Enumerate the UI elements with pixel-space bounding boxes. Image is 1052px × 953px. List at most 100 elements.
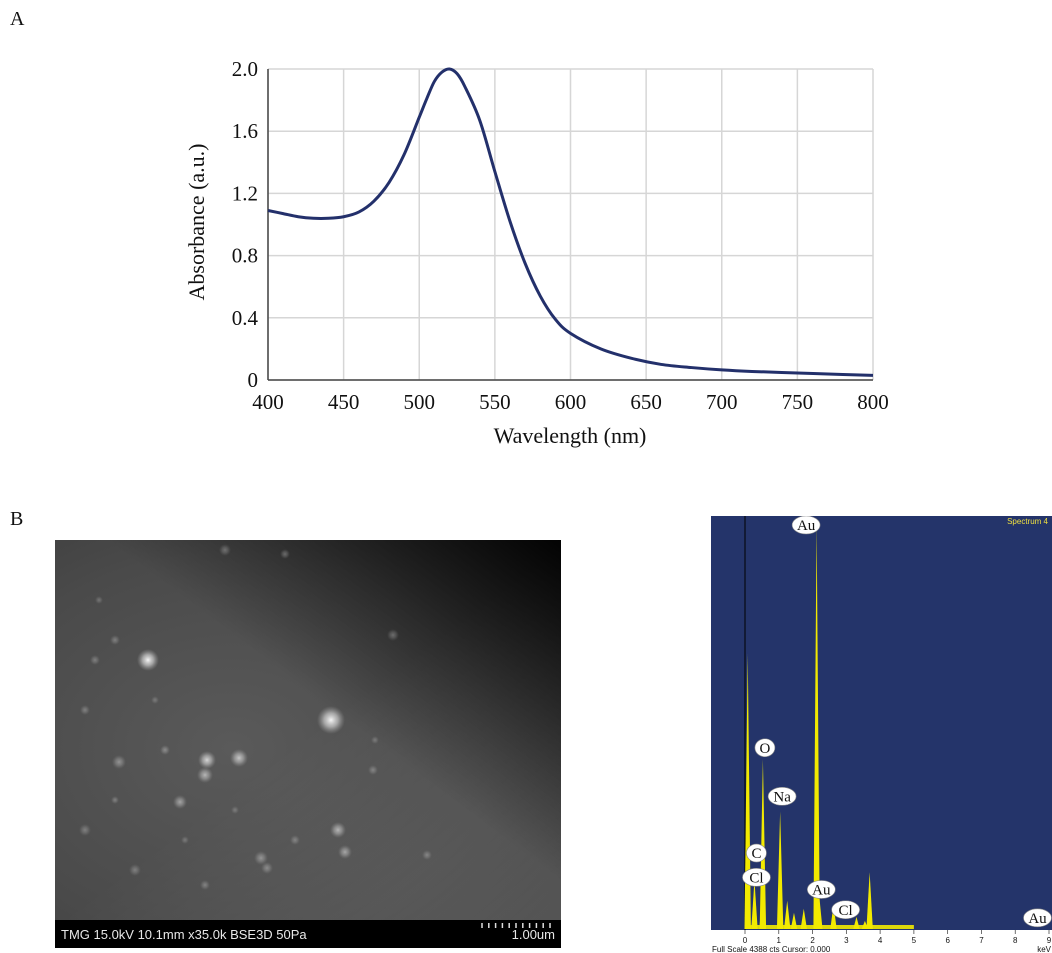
y-tick-label: 2.0 — [232, 57, 258, 81]
nanoparticle-spot — [371, 736, 379, 744]
eds-label-bubble — [742, 868, 771, 887]
absorbance-series-line — [267, 67, 874, 377]
nanoparticle-spot — [80, 705, 90, 715]
eds-footer: Full Scale 4388 cts Cursor: 0.000 — [712, 945, 831, 953]
sem-scale-ruler — [481, 923, 551, 928]
nanoparticle-spot — [280, 549, 290, 559]
eds-tick-label: 5 — [912, 936, 917, 945]
eds-tick-label: 0 — [743, 936, 748, 945]
sem-acquisition-info: TMG 15.0kV 10.1mm x35.0k BSE3D 50Pa — [61, 927, 307, 942]
eds-peak — [776, 811, 784, 929]
nanoparticle-spot — [198, 751, 216, 769]
eds-peaks — [744, 524, 914, 929]
eds-element-label: Na — [773, 789, 791, 805]
eds-tick-label: 8 — [1013, 936, 1018, 945]
eds-element-label: Au — [812, 883, 831, 899]
nanoparticle-spot — [290, 835, 300, 845]
x-tick-label: 650 — [630, 390, 662, 414]
sem-scale-label: 1.00um — [511, 927, 555, 942]
eds-axis-strip — [711, 930, 1052, 953]
nanoparticle-spot — [79, 824, 91, 836]
nanoparticle-spot — [219, 544, 231, 556]
x-tick-label: 750 — [782, 390, 814, 414]
y-tick-label: 1.2 — [232, 181, 258, 205]
eds-peak — [784, 900, 791, 929]
nanoparticle-spot — [231, 806, 239, 814]
nanoparticle-spot — [387, 629, 399, 641]
eds-element-label: Au — [1028, 911, 1047, 927]
eds-peak — [790, 912, 798, 929]
eds-peak — [800, 908, 807, 929]
eds-label-bubble — [1023, 908, 1052, 928]
eds-tick-label: 3 — [844, 936, 849, 945]
sem-image — [55, 540, 561, 920]
eds-element-label: Cl — [839, 903, 853, 919]
eds-label-bubble — [791, 516, 821, 535]
nanoparticle-spot — [160, 745, 170, 755]
eds-label-bubble — [767, 787, 797, 806]
nanoparticle-spots — [79, 544, 432, 890]
x-tick-label: 600 — [555, 390, 587, 414]
nanoparticle-spot — [197, 767, 213, 783]
eds-element-label: O — [759, 741, 770, 757]
nanoparticle-spot — [368, 765, 378, 775]
eds-peak — [866, 872, 873, 929]
eds-peak — [830, 904, 837, 929]
x-tick-label: 450 — [328, 390, 360, 414]
eds-baseline — [746, 925, 914, 929]
nanoparticle-spot — [230, 749, 248, 767]
panel-label-b: B — [10, 508, 24, 530]
eds-label-bubble — [807, 880, 836, 899]
y-axis-label: Absorbance (a.u.) — [184, 144, 209, 301]
nanoparticle-spot — [261, 862, 273, 874]
eds-element-label: Au — [797, 518, 816, 534]
absorbance-chart: 400 450 500 550 600 650 700 750 800 0 0.4 0.8 1.2 1.… — [184, 57, 889, 448]
x-tick-label: 800 — [857, 390, 889, 414]
x-tick-label: 400 — [252, 390, 284, 414]
nanoparticle-spot — [110, 635, 120, 645]
nanoparticle-spot — [151, 696, 159, 704]
eds-element-labels: Au O Na C Cl Au Cl Au — [742, 516, 1052, 928]
x-tick-label: 700 — [706, 390, 738, 414]
nanoparticle-spot — [181, 836, 189, 844]
nanoparticle-spot — [422, 850, 432, 860]
nanoparticle-spot — [129, 864, 141, 876]
eds-label-bubble — [831, 900, 860, 920]
eds-tick-label: 1 — [777, 936, 782, 945]
nanoparticle-spot — [173, 795, 187, 809]
eds-x-unit: keV — [1037, 945, 1051, 953]
eds-label-bubble — [746, 843, 767, 863]
eds-tick-label: 9 — [1047, 936, 1052, 945]
y-tick-label: 0.8 — [232, 244, 258, 268]
eds-peak — [816, 896, 823, 929]
eds-tick-label: 7 — [979, 936, 984, 945]
sem-micrograph: TMG 15.0kV 10.1mm x35.0k BSE3D 50Pa 1.00… — [55, 540, 561, 948]
nanoparticle-spot — [254, 851, 268, 865]
eds-plot-background — [711, 516, 1052, 930]
eds-peak — [813, 524, 820, 929]
eds-tick-label: 4 — [878, 936, 883, 945]
nanoparticle-spot — [95, 596, 103, 604]
x-axis-label: Wavelength (nm) — [494, 423, 647, 448]
eds-element-label: C — [751, 846, 761, 862]
plot-frame — [267, 69, 873, 381]
nanoparticle-spot — [90, 655, 100, 665]
eds-peak — [751, 880, 758, 929]
nanoparticle-spot — [338, 845, 352, 859]
panel-label-a: A — [10, 8, 25, 30]
nanoparticle-spot — [200, 880, 210, 890]
y-tick-label: 0.4 — [232, 306, 259, 330]
eds-tick-label: 2 — [810, 936, 815, 945]
nanoparticle-spot — [317, 706, 345, 734]
x-tick-label: 550 — [479, 390, 511, 414]
eds-spectrum: Spectrum 4 Au O Na C Cl Au Cl Au 0 1 2 3 4 5 6 7 8 9 keV… — [711, 516, 1052, 953]
eds-label-bubble — [754, 738, 776, 758]
y-tick-label: 1.6 — [232, 119, 258, 143]
eds-peak — [759, 758, 767, 929]
eds-x-ticks: 0 1 2 3 4 5 6 7 8 9 — [743, 930, 1052, 945]
nanoparticle-spot — [137, 649, 159, 671]
eds-peak — [744, 653, 751, 929]
y-tick-label: 0 — [248, 368, 259, 392]
eds-tick-label: 6 — [945, 936, 950, 945]
nanoparticle-spot — [111, 796, 119, 804]
